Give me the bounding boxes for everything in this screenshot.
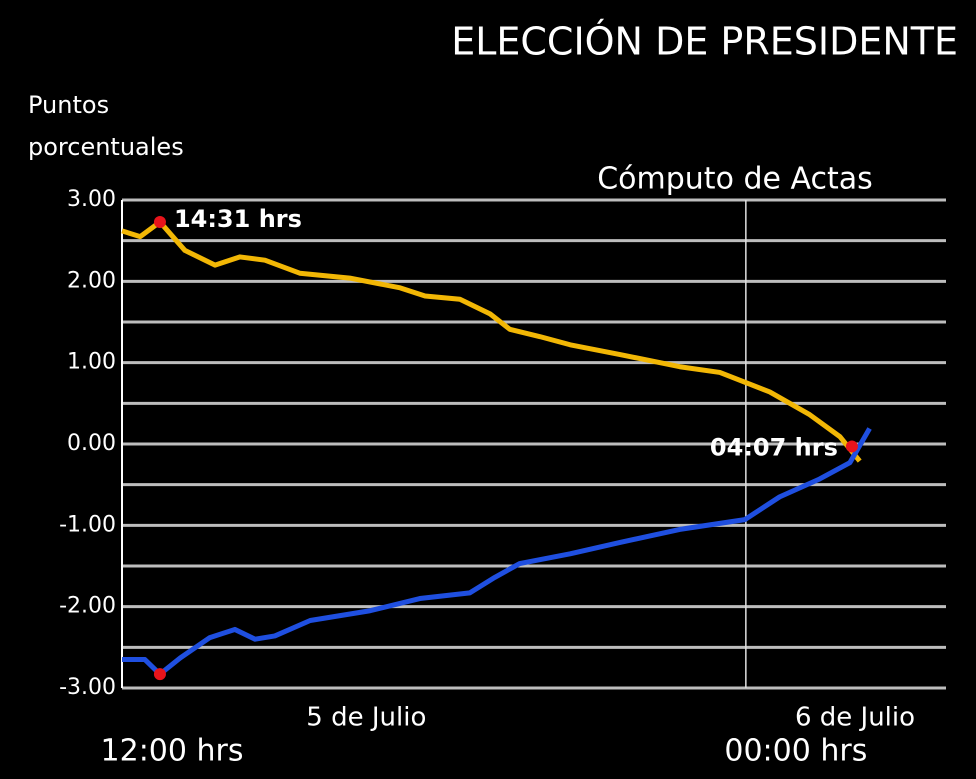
annotation: 04:07 hrs	[710, 433, 838, 461]
y-tick-label: 0.00	[67, 431, 116, 456]
y-axis-label: porcentuales	[28, 133, 184, 161]
x-tick-label: 00:00 hrs	[724, 734, 867, 769]
data-line	[121, 219, 862, 463]
y-tick-label: -2.00	[59, 594, 116, 619]
marker	[845, 440, 858, 453]
marker	[153, 215, 166, 228]
date-label: 5 de Julio	[306, 703, 426, 733]
y-axis-label: Puntos	[28, 91, 109, 119]
y-tick-label: -1.00	[59, 512, 116, 537]
y-tick-label: -3.00	[59, 675, 116, 700]
marker	[153, 668, 166, 681]
date-label: 6 de Julio	[795, 703, 915, 733]
chart-subtitle: Cómputo de Actas	[597, 162, 873, 197]
y-tick-label: 1.00	[67, 350, 116, 375]
y-tick-label: 2.00	[67, 268, 116, 293]
y-tick-label: 3.00	[67, 187, 116, 212]
chart-title: ELECCIÓN DE PRESIDENTE	[451, 20, 958, 64]
x-tick-label: 12:00 hrs	[101, 734, 244, 769]
annotation: 14:31 hrs	[174, 205, 302, 233]
data-line	[122, 427, 872, 677]
